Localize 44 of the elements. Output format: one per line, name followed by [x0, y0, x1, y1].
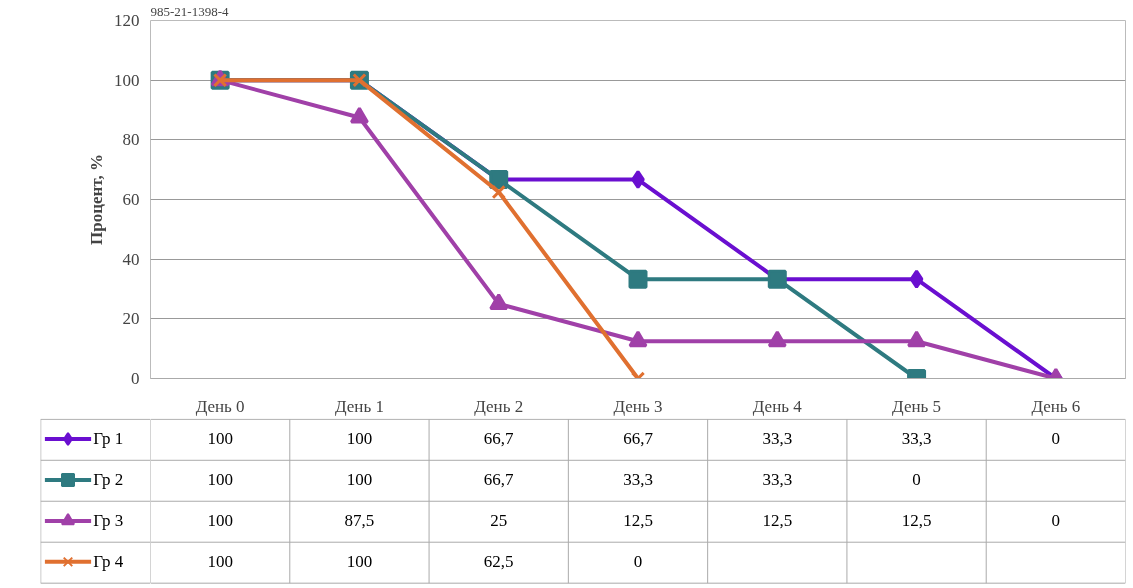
text: 985-21-1398-4	[150, 3, 229, 19]
data-label: 66,7	[483, 429, 515, 449]
data-label: 100	[346, 470, 373, 490]
x-tick-label: День 2	[474, 396, 524, 416]
legend-label: Гр 4	[93, 552, 124, 572]
data-label: 0	[1051, 429, 1061, 449]
data-label: 100	[207, 429, 233, 449]
x-tick-label: День 6	[1031, 396, 1081, 416]
data-label: 0	[1051, 511, 1061, 531]
legend-label: Гр 2	[93, 470, 124, 490]
data-label: 66,7	[483, 470, 515, 490]
y-tick-label: 0	[131, 369, 140, 388]
y-tick-label: 60	[122, 190, 140, 209]
data-label: 87,5	[344, 511, 375, 531]
data-label: 100	[207, 552, 233, 572]
x-tick-label: День 3	[613, 396, 663, 416]
y-tick-label: 100	[114, 70, 140, 90]
x-tick-label: День 4	[752, 396, 803, 416]
data-label: 100	[346, 429, 373, 449]
data-label: 100	[346, 552, 373, 572]
data-label: 0	[912, 470, 921, 490]
data-label: 12,5	[762, 511, 793, 531]
data-label: 0	[633, 552, 643, 572]
y-tick-label: 120	[114, 11, 140, 30]
legend-label: Гр 1	[93, 429, 124, 449]
y-axis-title: Процент, %	[87, 154, 106, 245]
data-label: 33,3	[623, 470, 653, 490]
x-tick-label: День 5	[892, 396, 942, 416]
x-tick-label: День 0	[195, 396, 245, 416]
data-label: 25	[490, 511, 508, 531]
legend-label: Гр 3	[93, 511, 124, 531]
data-label: 62,5	[483, 552, 514, 572]
data-label: 33,3	[762, 429, 793, 449]
data-label: 12,5	[901, 511, 932, 531]
y-tick-label: 40	[122, 249, 140, 269]
data-label: 33,3	[762, 470, 793, 490]
x-tick-label: День 1	[334, 396, 384, 416]
y-tick-label: 80	[122, 130, 140, 150]
data-label: 100	[207, 511, 233, 531]
data-label: 12,5	[623, 511, 653, 531]
data-label: 100	[207, 470, 233, 490]
y-tick-label: 20	[122, 309, 140, 329]
data-label: 66,7	[623, 429, 654, 449]
data-label: 33,3	[901, 429, 932, 449]
